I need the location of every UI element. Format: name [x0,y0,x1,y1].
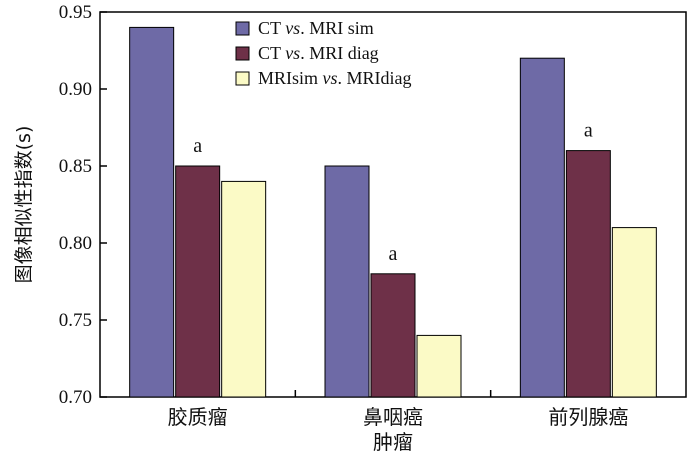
legend-swatch-0 [235,21,250,36]
bar-series2-cat2 [611,227,657,398]
significance-label: a [193,135,202,157]
y-tick-label: 0.70 [59,387,92,408]
legend-label-part: CT [258,43,285,63]
legend-label-2: MRIsim vs. MRIdiag [258,68,412,88]
y-tick-label: 0.75 [59,310,92,331]
y-tick-label: 0.90 [59,79,92,100]
legend-label-part: . MRI diag [300,43,379,63]
significance-label: a [389,243,398,265]
y-axis-title: 图像相似性指数(s) [13,126,35,284]
legend-label-1: CT vs. MRI diag [258,43,379,63]
legend-label-part: vs [285,18,300,38]
y-tick-label: 0.85 [59,156,92,177]
bar-series1-cat0 [175,165,221,398]
bar-series2-cat0 [221,180,267,398]
legend-label-0: CT vs. MRI sim [258,18,374,38]
legend-swatch-1 [235,46,250,61]
bar-series0-cat2 [519,57,565,398]
bar-series0-cat1 [324,165,370,398]
legend-swatch-2 [235,71,250,86]
legend-label-part: MRIsim [258,68,323,88]
bar-series2-cat1 [416,334,462,398]
y-tick-label: 0.95 [59,2,92,23]
category-label: 前列腺癌 [548,405,628,429]
significance-label: a [584,120,593,142]
legend-label-part: . MRIdiag [338,68,412,88]
bar-series1-cat1 [370,273,416,398]
category-label: 鼻咽癌 [363,405,423,429]
y-tick-label: 0.80 [59,233,92,254]
category-label: 肿瘤 [373,430,413,454]
bar-series1-cat2 [565,150,611,398]
legend-label-part: vs [285,43,300,63]
legend-label-part: vs [323,68,338,88]
category-label: 胶质瘤 [168,405,228,429]
legend-label-part: . MRI sim [300,18,374,38]
legend-label-part: CT [258,18,285,38]
bar-series0-cat0 [129,26,175,398]
